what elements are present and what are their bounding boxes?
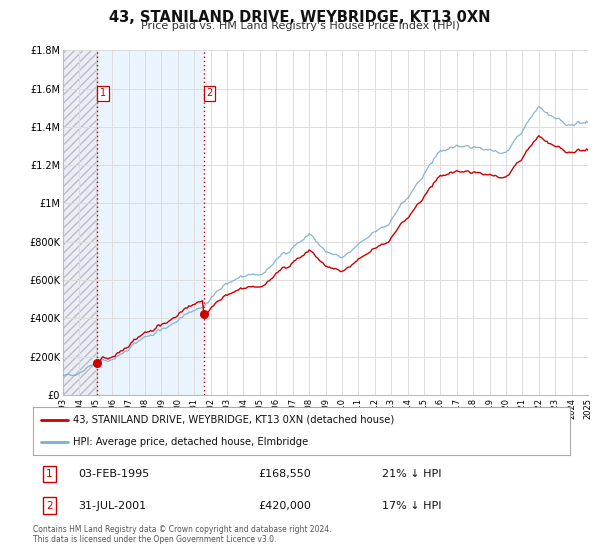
Text: 03-FEB-1995: 03-FEB-1995 bbox=[79, 469, 150, 479]
Text: 1: 1 bbox=[46, 469, 52, 479]
Bar bbox=[63, 50, 97, 395]
Text: £420,000: £420,000 bbox=[259, 501, 311, 511]
Text: Contains HM Land Registry data © Crown copyright and database right 2024.
This d: Contains HM Land Registry data © Crown c… bbox=[33, 525, 331, 544]
Bar bbox=[63, 50, 97, 395]
Text: 21% ↓ HPI: 21% ↓ HPI bbox=[382, 469, 442, 479]
Text: 43, STANILAND DRIVE, WEYBRIDGE, KT13 0XN: 43, STANILAND DRIVE, WEYBRIDGE, KT13 0XN bbox=[109, 10, 491, 25]
Text: HPI: Average price, detached house, Elmbridge: HPI: Average price, detached house, Elmb… bbox=[73, 437, 308, 447]
Text: 2: 2 bbox=[206, 88, 212, 99]
Bar bbox=[97, 50, 204, 395]
Text: 17% ↓ HPI: 17% ↓ HPI bbox=[382, 501, 442, 511]
Text: £168,550: £168,550 bbox=[259, 469, 311, 479]
Text: 31-JUL-2001: 31-JUL-2001 bbox=[79, 501, 147, 511]
Text: 2: 2 bbox=[46, 501, 52, 511]
Text: 43, STANILAND DRIVE, WEYBRIDGE, KT13 0XN (detached house): 43, STANILAND DRIVE, WEYBRIDGE, KT13 0XN… bbox=[73, 415, 395, 425]
Text: Price paid vs. HM Land Registry's House Price Index (HPI): Price paid vs. HM Land Registry's House … bbox=[140, 21, 460, 31]
Text: 1: 1 bbox=[100, 88, 106, 99]
